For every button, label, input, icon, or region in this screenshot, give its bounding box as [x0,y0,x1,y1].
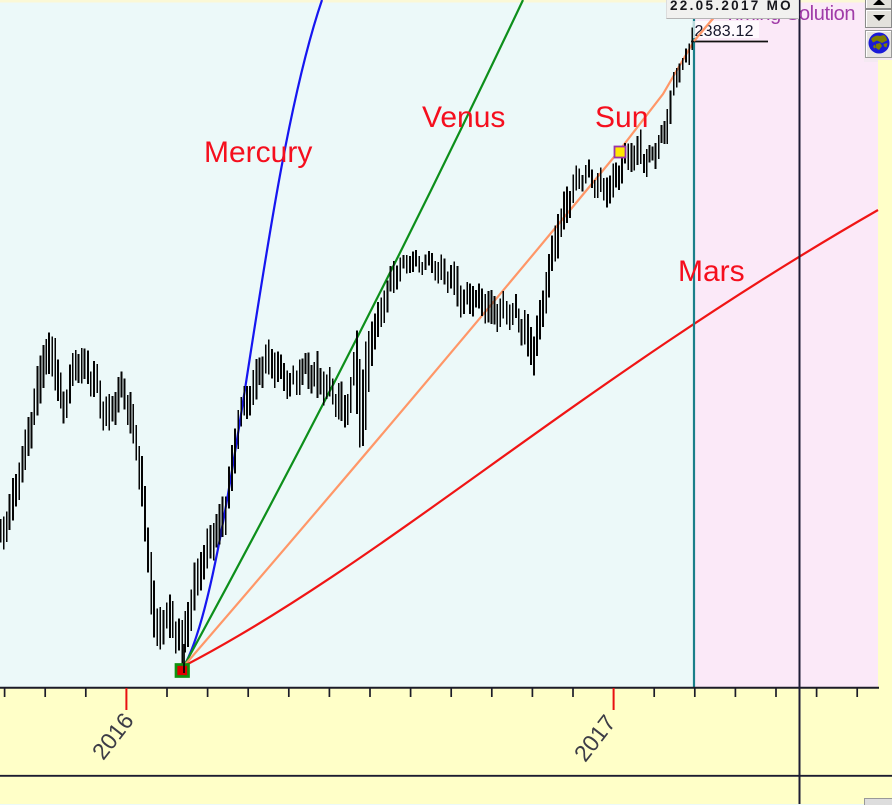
svg-text:Venus: Venus [422,101,505,134]
svg-text:Sun: Sun [595,101,648,134]
svg-text:Mercury: Mercury [204,136,312,169]
svg-text:Mars: Mars [678,255,745,288]
svg-text:2383.12: 2383.12 [695,23,754,40]
